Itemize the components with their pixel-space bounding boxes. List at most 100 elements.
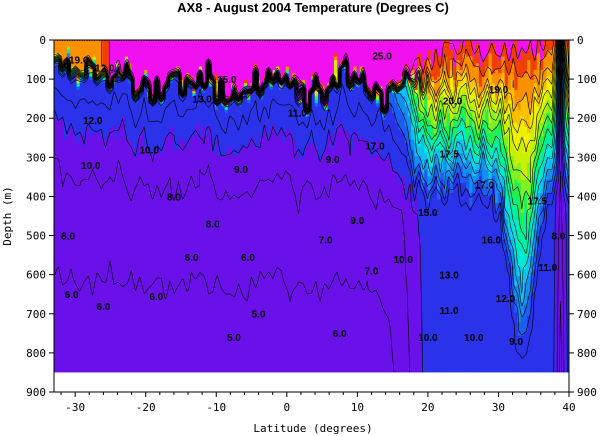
contour-label: 5.0 — [227, 333, 241, 344]
y-tick-label-right: 0 — [577, 34, 584, 47]
contour-label: 8.0 — [167, 192, 181, 203]
station-arrow — [487, 40, 489, 41]
contour-label: 20.0 — [443, 97, 463, 108]
isotherm-9 — [54, 40, 569, 359]
contour-label: 10.0 — [418, 333, 438, 344]
contour-label: 9.0 — [234, 165, 248, 176]
contour-label: 16.0 — [482, 235, 502, 246]
contour-label: 6.0 — [241, 253, 255, 264]
y-tick-label-right: 400 — [577, 190, 597, 203]
contour-label: 17.5 — [528, 196, 548, 207]
contour-label: 15.0 — [217, 75, 237, 86]
contour-label: 11.0 — [538, 263, 557, 274]
contour-label: 9.0 — [509, 337, 523, 348]
contour-label: 12.0 — [83, 116, 103, 127]
contour-label: 9.0 — [350, 216, 364, 227]
x-axis-label: Latitude (degrees) — [253, 422, 372, 435]
y-tick-label: 100 — [26, 73, 46, 86]
contour-label: 6.0 — [185, 253, 199, 264]
contour-label: 10.0 — [393, 255, 413, 266]
contour-label: 19.0 — [489, 85, 509, 96]
y-tick-label-right: 500 — [577, 230, 597, 243]
contour-label: 6.0 — [333, 329, 347, 340]
contour-label: 7.0 — [365, 267, 379, 278]
y-tick-label: 700 — [26, 308, 46, 321]
station-arrow — [455, 40, 457, 41]
plot-area: 19.0 12.0 15.0 12.0 10.0 8.0 6.0 6.0 10.0 8.0 6.0 8… — [54, 40, 569, 392]
chart-title: AX8 - August 2004 Temperature (Degrees C… — [177, 0, 449, 15]
contour-label: 19.0 — [69, 55, 89, 66]
contour-label: 9.0 — [326, 155, 340, 166]
contour-labels: 19.0 12.0 15.0 12.0 10.0 8.0 6.0 6.0 10.0 8.0 6.0 8… — [61, 52, 566, 349]
contour-label: 6.0 — [65, 290, 79, 301]
contour-label: 25.0 — [372, 52, 392, 63]
y-tick-label-right: 300 — [577, 151, 597, 164]
station-arrow — [561, 40, 563, 41]
station-arrow — [514, 40, 516, 41]
x-tick-label: 40 — [562, 401, 575, 414]
contour-label: 17.5 — [439, 149, 459, 160]
y-axis-label: Depth (m) — [1, 186, 14, 246]
y-tick-label-right: 900 — [577, 386, 597, 399]
contour-label: 13.0 — [192, 95, 212, 106]
y-tick-label: 300 — [26, 151, 46, 164]
contour-label: 13.0 — [439, 271, 459, 282]
x-tick-label: 20 — [421, 401, 434, 414]
contour-label: 15.0 — [418, 208, 438, 219]
contour-label: 6.0 — [96, 302, 110, 313]
y-axis: 0 0 100 100 200 200 300 300 400 400 500 500 600 600 70… — [26, 34, 597, 399]
y-tick-label: 900 — [26, 386, 46, 399]
y-tick-label-right: 700 — [577, 308, 597, 321]
y-tick-label: 500 — [26, 230, 46, 243]
x-tick-label: -10 — [206, 401, 226, 414]
station-arrow — [478, 40, 480, 41]
isotherm-20 — [54, 40, 569, 116]
isotherm-10 — [54, 40, 569, 336]
contour-label: 12.0 — [95, 63, 115, 74]
x-tick-label: -20 — [136, 401, 156, 414]
contour-label: 12.0 — [496, 294, 516, 305]
contour-label: 6.0 — [149, 292, 163, 303]
contour-label: 10.0 — [81, 161, 101, 172]
station-arrow — [540, 40, 542, 41]
x-axis: -30 -20 -10 0 10 20 30 40 — [60, 392, 576, 414]
contour-label: 8.0 — [551, 231, 565, 242]
y-tick-label: 400 — [26, 190, 46, 203]
station-arrow — [505, 40, 506, 41]
station-arrow — [549, 40, 551, 41]
station-arrow — [531, 40, 533, 41]
contour-label: 10.0 — [464, 333, 484, 344]
y-tick-label: 200 — [26, 112, 46, 125]
isotherm-22 — [101, 40, 569, 109]
contour-label: 8.0 — [206, 220, 220, 231]
station-arrow — [469, 40, 471, 41]
y-tick-label: 800 — [26, 347, 46, 360]
station-arrow — [522, 40, 524, 41]
contour-label: 11.0 — [440, 306, 459, 317]
contour-label: 17.0 — [365, 142, 385, 153]
contour-label: 8.0 — [61, 231, 75, 242]
y-tick-label-right: 100 — [577, 73, 597, 86]
station-arrow — [495, 40, 497, 41]
contour-label: 17.0 — [475, 181, 495, 192]
x-tick-label: 10 — [351, 401, 364, 414]
contour-label: 10.0 — [140, 145, 160, 156]
isotherm-contours — [54, 40, 569, 373]
temperature-bands — [54, 40, 569, 392]
x-tick-label: 0 — [283, 401, 290, 414]
isotherm-7 — [54, 158, 565, 373]
contour-label: 5.0 — [252, 310, 266, 321]
y-tick-label: 600 — [26, 269, 46, 282]
y-tick-label-right: 200 — [577, 112, 597, 125]
contour-label: 11.0 — [288, 108, 307, 119]
x-tick-label: -30 — [65, 401, 85, 414]
y-tick-label-right: 800 — [577, 347, 597, 360]
x-tick-label: 30 — [492, 401, 505, 414]
y-tick-label: 0 — [39, 34, 46, 47]
contour-label: 7.0 — [319, 235, 333, 246]
plot-frame — [53, 39, 570, 393]
y-tick-label-right: 600 — [577, 269, 597, 282]
below-profile-area — [54, 372, 569, 392]
isotherm-6 — [54, 260, 562, 373]
